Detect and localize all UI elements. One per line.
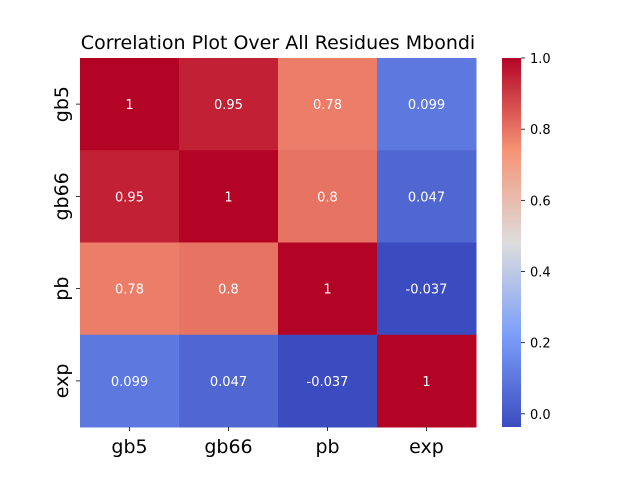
cell-value-label-pb-exp: -0.037 [406,283,448,298]
heatmap-cell-gb5-pb [278,58,378,151]
cell-value-label-gb66-exp: 0.047 [408,190,445,205]
cell-value-label-gb5-gb5: 1 [125,98,133,113]
heatmap-cell-exp-pb [278,334,378,428]
colorbar-tick-label-0.2: 0.2 [530,337,551,352]
y-tick-label-gb66: gb66 [51,172,73,220]
colorbar-gradient [502,58,521,427]
chart-title: Correlation Plot Over All Residues Mbond… [81,32,475,54]
colorbar-tick-label-0.4: 0.4 [530,266,551,281]
y-tick-label-exp: exp [51,364,73,399]
heatmap-cell-gb66-gb66 [179,150,279,243]
heatmap-cell-exp-exp [377,334,477,428]
heatmap-cell-gb5-exp [377,58,477,151]
cell-value-label-pb-pb: 1 [323,283,331,298]
heatmap-cell-exp-gb66 [179,334,279,428]
heatmap-cell-gb66-exp [377,150,477,243]
cell-value-label-exp-exp: 1 [422,375,430,390]
cell-value-label-pb-gb66: 0.8 [218,283,239,298]
cell-value-label-exp-pb: -0.037 [307,375,349,390]
cell-value-label-exp-gb66: 0.047 [210,375,247,390]
cell-value-label-gb5-pb: 0.78 [313,98,342,113]
y-tick-label-pb: pb [51,277,73,301]
colorbar-tick-label-0.8: 0.8 [530,123,551,138]
x-tick-label-gb66: gb66 [204,436,252,458]
cell-value-label-gb66-gb5: 0.95 [115,190,144,205]
colorbar-tick-label-0.6: 0.6 [530,194,551,209]
heatmap-cell-gb5-gb66 [179,58,279,151]
cell-value-label-gb66-pb: 0.8 [317,190,338,205]
x-tick-labels: gb5 gb66 pb exp [111,427,444,458]
heatmap-cell-exp-gb5 [80,334,180,428]
colorbar-tick-label-0.0: 0.0 [530,408,551,423]
x-tick-label-exp: exp [409,436,444,458]
colorbar: 0.0 0.2 0.4 0.6 0.8 1.0 [502,52,551,427]
heatmap-cell-pb-pb [278,242,378,336]
heatmap-cell-pb-gb5 [80,242,180,336]
colorbar-tick-label-1.0: 1.0 [530,52,551,67]
heatmap-cell-pb-exp [377,242,477,336]
cell-value-label-gb66-gb66: 1 [224,190,232,205]
x-tick-label-pb: pb [315,436,339,458]
heatmap-cell-gb66-pb [278,150,378,243]
heatmap-cell-gb66-gb5 [80,150,180,243]
heatmap-cells: 1 0.95 0.78 0.099 0.95 1 0.8 0.047 0.78 0.8 1 -0.03… [80,58,477,428]
cell-value-label-pb-gb5: 0.78 [115,283,144,298]
heatmap-cell-gb5-gb5 [80,58,180,151]
heatmap-cell-pb-gb66 [179,242,279,336]
cell-value-label-gb5-gb66: 0.95 [214,98,243,113]
y-tick-label-gb5: gb5 [51,86,73,122]
cell-value-label-gb5-exp: 0.099 [408,98,445,113]
x-tick-label-gb5: gb5 [111,436,147,458]
y-tick-labels: gb5 gb66 pb exp [51,86,80,398]
cell-value-label-exp-gb5: 0.099 [111,375,148,390]
